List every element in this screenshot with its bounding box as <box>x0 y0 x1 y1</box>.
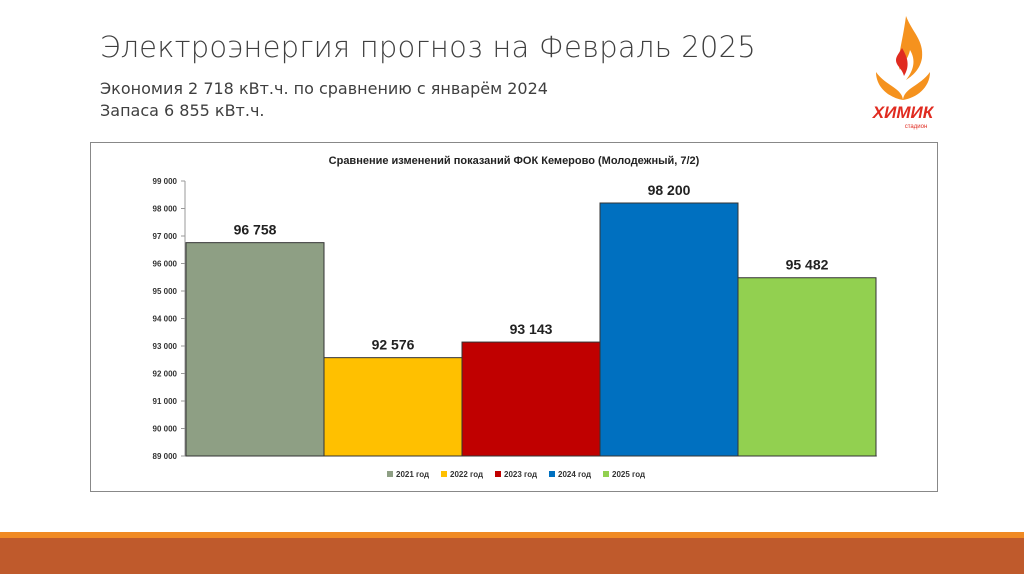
bar-chart-svg: Сравнение изменений показаний ФОК Кемеро… <box>153 155 877 479</box>
savings-line: Экономия 2 718 кВт.ч. по сравнению с янв… <box>100 79 548 98</box>
bar-2023-год <box>461 341 601 457</box>
bar-2025-год <box>737 277 877 457</box>
legend-swatch <box>495 471 501 477</box>
accent-stripe <box>0 532 1024 538</box>
legend-swatch <box>549 471 555 477</box>
data-label: 92 576 <box>372 337 415 353</box>
khimik-stadium-logo: ХИМИК стадион <box>862 10 944 134</box>
data-label: 95 482 <box>786 257 829 273</box>
y-tick-label: 92 000 <box>153 370 178 379</box>
y-tick-label: 97 000 <box>153 232 178 241</box>
bar-2024-год <box>599 202 739 457</box>
legend-swatch <box>603 471 609 477</box>
slide-title: Электроэнергия прогноз на Февраль 2025 <box>100 30 756 64</box>
reserve-line: Запаса 6 855 кВт.ч. <box>100 101 265 120</box>
legend-label: 2024 год <box>558 470 591 479</box>
comparison-chart: Сравнение изменений показаний ФОК Кемеро… <box>90 142 938 492</box>
data-label: 93 143 <box>510 321 553 337</box>
legend-label: 2021 год <box>396 470 429 479</box>
y-tick-label: 90 000 <box>153 425 178 434</box>
bar-2022-год <box>323 357 463 457</box>
y-tick-label: 98 000 <box>153 205 178 214</box>
flame-icon: ХИМИК стадион <box>872 16 935 130</box>
footer-band <box>0 538 1024 574</box>
y-tick-label: 95 000 <box>153 287 178 296</box>
y-tick-label: 94 000 <box>153 315 178 324</box>
chart-title: Сравнение изменений показаний ФОК Кемеро… <box>329 155 700 167</box>
y-tick-label: 89 000 <box>153 452 178 461</box>
logo-tagline: стадион <box>905 124 928 130</box>
logo-name: ХИМИК <box>872 103 935 122</box>
y-tick-label: 91 000 <box>153 397 178 406</box>
y-tick-label: 93 000 <box>153 342 178 351</box>
legend-label: 2023 год <box>504 470 537 479</box>
legend-label: 2022 год <box>450 470 483 479</box>
y-tick-label: 96 000 <box>153 260 178 269</box>
data-label: 96 758 <box>234 222 277 238</box>
legend-swatch <box>387 471 393 477</box>
legend-label: 2025 год <box>612 470 645 479</box>
legend-swatch <box>441 471 447 477</box>
bar-2021-год <box>185 242 325 457</box>
slide-subtitle: Экономия 2 718 кВт.ч. по сравнению с янв… <box>100 78 548 122</box>
y-tick-label: 99 000 <box>153 177 178 186</box>
data-label: 98 200 <box>648 182 691 198</box>
